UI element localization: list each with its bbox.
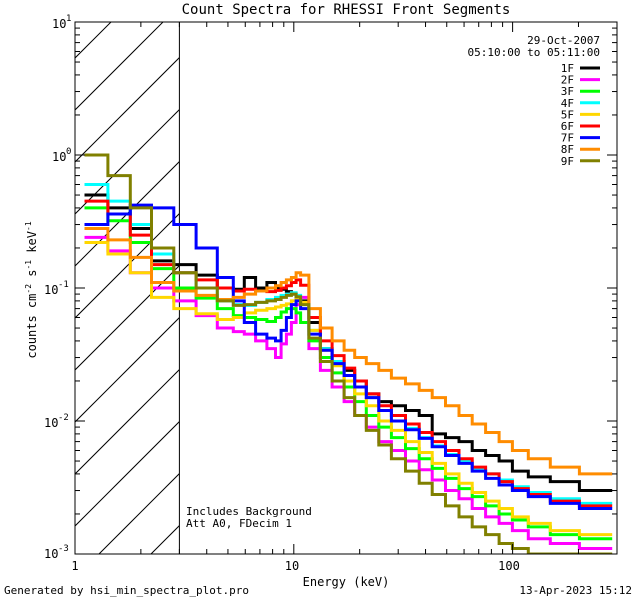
legend-label-7F: 7F xyxy=(561,132,574,145)
series-line-7F xyxy=(84,203,613,510)
observation-date: 29-Oct-2007 xyxy=(527,34,600,47)
y-axis-label: counts cm-2 s-1 keV-1 xyxy=(24,221,39,358)
x-axis-label: Energy (keV) xyxy=(303,575,390,589)
legend-label-9F: 9F xyxy=(561,155,574,168)
hatch-line xyxy=(75,56,180,163)
svg-text:10: 10 xyxy=(52,17,66,31)
y-tick-label-1e-1: 10 -1 xyxy=(44,280,69,297)
excluded-region-hatch xyxy=(0,0,640,554)
footer-generated-by: Generated by hsi_min_spectra_plot.pro xyxy=(4,584,250,597)
legend-label-4F: 4F xyxy=(561,97,574,110)
series-line-4F xyxy=(84,183,613,505)
series-line-2F xyxy=(84,235,613,550)
y-tick-label-1e-2: 10 -2 xyxy=(44,413,69,430)
svg-text:10: 10 xyxy=(44,283,58,297)
x-tick-label-1: 1 xyxy=(71,559,78,573)
legend-label-2F: 2F xyxy=(561,74,574,87)
hatch-line xyxy=(75,22,112,59)
hatch-line xyxy=(75,316,180,423)
svg-text:-3: -3 xyxy=(58,544,69,554)
svg-text:10: 10 xyxy=(44,416,58,430)
y-tick-label-1e-3: 10 -3 xyxy=(44,544,69,561)
hatch-line xyxy=(255,0,640,554)
y-tick-label-1e0: 10 0 xyxy=(52,147,71,164)
series-line-9F xyxy=(84,153,613,554)
legend-label-3F: 3F xyxy=(561,85,574,98)
series-layer xyxy=(84,153,613,554)
ticks-layer xyxy=(74,21,618,555)
legend-label-1F: 1F xyxy=(561,62,574,75)
y-tick-label-1e1: 10 1 xyxy=(52,14,71,31)
hatch-line xyxy=(0,0,127,554)
series-line-1F xyxy=(84,193,613,492)
svg-text:10: 10 xyxy=(44,547,58,561)
footer-timestamp: 13-Apr-2023 15:12 xyxy=(519,584,632,597)
x-tick-label-10: 10 xyxy=(285,559,299,573)
legend-label-8F: 8F xyxy=(561,143,574,156)
chart-title: Count Spectra for RHESSI Front Segments xyxy=(182,2,511,18)
legend-label-5F: 5F xyxy=(561,108,574,121)
hatch-line xyxy=(359,0,640,554)
hatch-line xyxy=(75,212,180,319)
svg-text:-1: -1 xyxy=(58,280,69,290)
hatch-line xyxy=(75,368,180,475)
hatch-line xyxy=(98,472,180,554)
legend-label-6F: 6F xyxy=(561,120,574,133)
series-line-5F xyxy=(84,241,613,537)
hatch-line xyxy=(75,22,164,111)
series-line-6F xyxy=(84,199,613,508)
svg-text:10: 10 xyxy=(52,150,66,164)
annotation-attenuator: Att A0, FDecim 1 xyxy=(186,517,292,530)
x-tick-label-100: 100 xyxy=(498,559,520,573)
annotation-background: Includes Background xyxy=(186,505,312,518)
svg-text:-2: -2 xyxy=(58,413,69,423)
hatch-line xyxy=(75,160,180,267)
svg-text:1: 1 xyxy=(66,14,71,24)
observation-time-range: 05:10:00 to 05:11:00 xyxy=(468,46,600,59)
hatch-line xyxy=(75,420,180,527)
svg-text:0: 0 xyxy=(66,147,71,157)
